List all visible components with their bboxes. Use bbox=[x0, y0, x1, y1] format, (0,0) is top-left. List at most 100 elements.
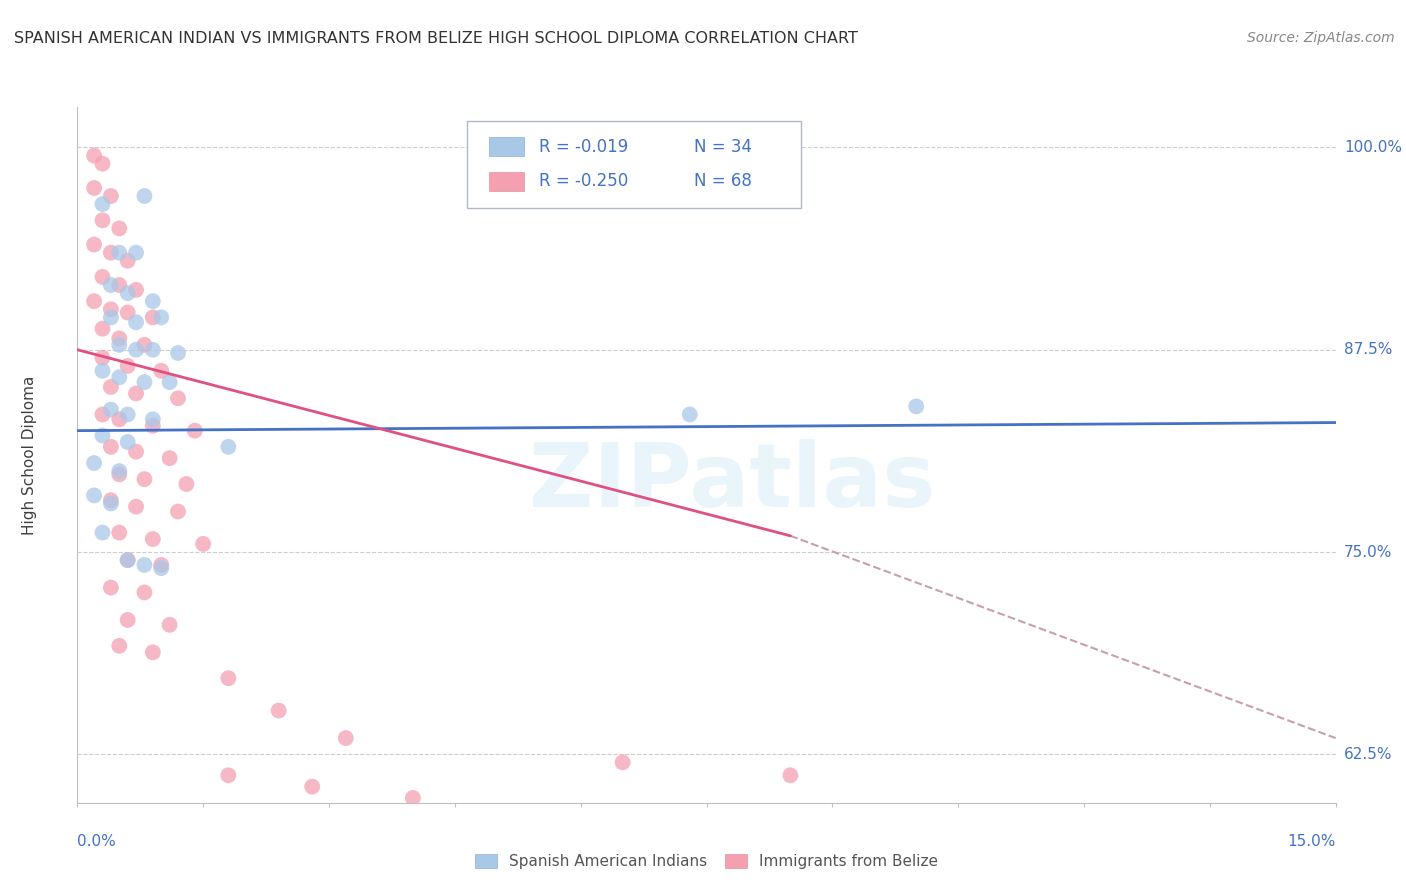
Point bbox=[150, 364, 173, 378]
Point bbox=[159, 451, 181, 466]
Point bbox=[91, 525, 114, 540]
Point bbox=[134, 189, 156, 203]
Point bbox=[217, 440, 239, 454]
Point bbox=[91, 269, 114, 284]
Point bbox=[100, 440, 122, 454]
Point bbox=[91, 428, 114, 442]
Point bbox=[100, 402, 122, 417]
Point bbox=[142, 412, 165, 426]
Point bbox=[150, 558, 173, 572]
Point bbox=[142, 294, 165, 309]
Text: 62.5%: 62.5% bbox=[1344, 747, 1392, 762]
Text: R = -0.019: R = -0.019 bbox=[538, 137, 628, 156]
Point bbox=[267, 704, 290, 718]
Point bbox=[134, 375, 156, 389]
Point bbox=[108, 245, 131, 260]
Point bbox=[125, 500, 148, 514]
Point bbox=[117, 253, 139, 268]
Point bbox=[91, 351, 114, 365]
Point bbox=[117, 359, 139, 373]
Point bbox=[335, 731, 357, 745]
FancyBboxPatch shape bbox=[467, 121, 801, 208]
Point bbox=[91, 197, 114, 211]
Point bbox=[125, 444, 148, 458]
Point bbox=[91, 364, 114, 378]
Point bbox=[134, 558, 156, 572]
Point bbox=[250, 855, 273, 870]
Point bbox=[108, 221, 131, 235]
Point bbox=[142, 310, 165, 325]
Text: 0.0%: 0.0% bbox=[77, 834, 117, 849]
Point bbox=[108, 464, 131, 478]
Point bbox=[176, 477, 198, 491]
Point bbox=[108, 412, 131, 426]
Point bbox=[108, 639, 131, 653]
Point bbox=[83, 488, 105, 502]
Point bbox=[779, 768, 801, 782]
Point bbox=[134, 338, 156, 352]
Text: SPANISH AMERICAN INDIAN VS IMMIGRANTS FROM BELIZE HIGH SCHOOL DIPLOMA CORRELATIO: SPANISH AMERICAN INDIAN VS IMMIGRANTS FR… bbox=[14, 31, 858, 46]
Point bbox=[83, 237, 105, 252]
Point bbox=[159, 375, 181, 389]
Point bbox=[402, 791, 425, 805]
FancyBboxPatch shape bbox=[489, 137, 524, 156]
Text: 100.0%: 100.0% bbox=[1344, 140, 1402, 155]
Point bbox=[117, 286, 139, 301]
Point bbox=[108, 467, 131, 482]
Point bbox=[167, 346, 190, 360]
Point bbox=[167, 392, 190, 406]
Point bbox=[142, 645, 165, 659]
Point bbox=[612, 756, 634, 770]
Point bbox=[117, 305, 139, 319]
Legend: Spanish American Indians, Immigrants from Belize: Spanish American Indians, Immigrants fro… bbox=[470, 848, 943, 875]
Point bbox=[134, 585, 156, 599]
Point bbox=[125, 283, 148, 297]
Point bbox=[142, 343, 165, 357]
Text: 15.0%: 15.0% bbox=[1288, 834, 1336, 849]
Point bbox=[83, 181, 105, 195]
Point bbox=[100, 278, 122, 293]
FancyBboxPatch shape bbox=[489, 172, 524, 191]
Point bbox=[125, 386, 148, 401]
Point bbox=[83, 456, 105, 470]
Point bbox=[200, 881, 222, 892]
Point bbox=[191, 537, 215, 551]
Point bbox=[100, 302, 122, 317]
Text: Source: ZipAtlas.com: Source: ZipAtlas.com bbox=[1247, 31, 1395, 45]
Point bbox=[100, 245, 122, 260]
Text: High School Diploma: High School Diploma bbox=[22, 376, 37, 534]
Point bbox=[100, 496, 122, 510]
Point bbox=[108, 278, 131, 293]
Point bbox=[108, 338, 131, 352]
Point bbox=[679, 408, 702, 422]
Point bbox=[91, 156, 114, 170]
Point bbox=[125, 343, 148, 357]
Text: ZIPatlas: ZIPatlas bbox=[529, 439, 935, 526]
Point bbox=[108, 331, 131, 345]
Point bbox=[91, 213, 114, 227]
Point bbox=[159, 617, 181, 632]
Point bbox=[142, 418, 165, 433]
Point bbox=[142, 532, 165, 546]
Point bbox=[134, 472, 156, 486]
Point bbox=[217, 768, 239, 782]
Point bbox=[108, 370, 131, 384]
Text: 75.0%: 75.0% bbox=[1344, 544, 1392, 559]
Point bbox=[117, 613, 139, 627]
Point bbox=[100, 493, 122, 508]
Text: N = 34: N = 34 bbox=[695, 137, 752, 156]
Point bbox=[117, 553, 139, 567]
Point bbox=[150, 310, 173, 325]
Point bbox=[117, 408, 139, 422]
Point bbox=[125, 245, 148, 260]
Point bbox=[91, 322, 114, 336]
Point bbox=[100, 310, 122, 325]
Text: R = -0.250: R = -0.250 bbox=[538, 172, 628, 191]
Point bbox=[184, 424, 207, 438]
Point bbox=[125, 315, 148, 329]
Point bbox=[108, 525, 131, 540]
Point bbox=[150, 561, 173, 575]
Text: N = 68: N = 68 bbox=[695, 172, 752, 191]
Point bbox=[117, 434, 139, 449]
Point bbox=[167, 504, 190, 518]
